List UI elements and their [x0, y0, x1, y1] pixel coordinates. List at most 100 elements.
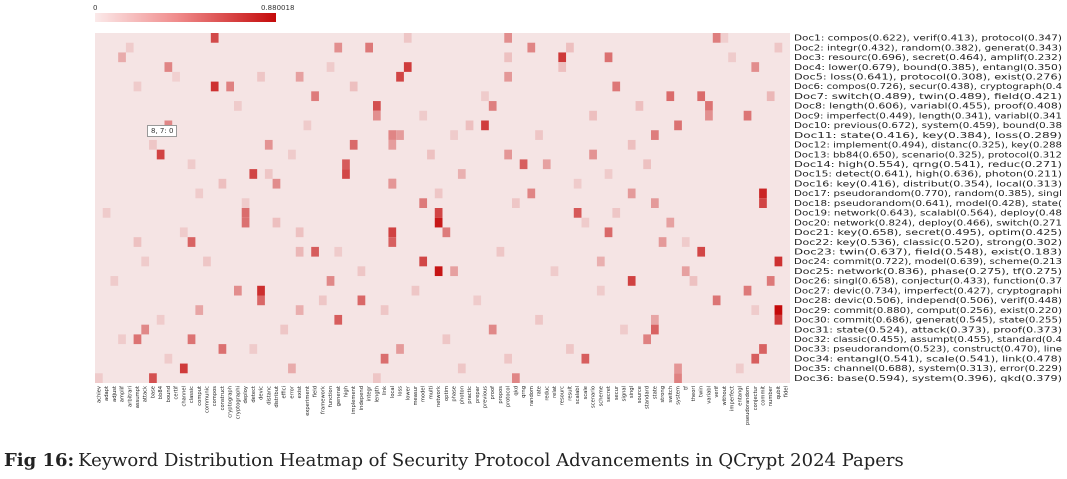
heatmap-cell[interactable]: [720, 33, 729, 43]
heatmap-cell[interactable]: [396, 71, 404, 82]
heatmap-cell[interactable]: [651, 198, 659, 208]
heatmap-cell[interactable]: [735, 363, 744, 374]
heatmap-cell[interactable]: [457, 363, 466, 374]
heatmap-cell[interactable]: [342, 169, 350, 179]
heatmap-cell[interactable]: [373, 101, 381, 111]
heatmap-cell[interactable]: [751, 62, 760, 72]
heatmap-cell[interactable]: [681, 266, 690, 277]
heatmap-cell[interactable]: [542, 159, 551, 170]
heatmap-cell[interactable]: [434, 188, 443, 199]
heatmap-cell[interactable]: [604, 227, 613, 238]
heatmap-cell[interactable]: [527, 42, 536, 53]
heatmap-cell[interactable]: [210, 33, 219, 43]
heatmap-cell[interactable]: [558, 62, 567, 72]
heatmap-cell[interactable]: [388, 130, 397, 140]
heatmap-cell[interactable]: [179, 227, 188, 238]
heatmap-cell[interactable]: [751, 353, 760, 364]
heatmap-cell[interactable]: [496, 246, 505, 257]
heatmap-cell[interactable]: [388, 178, 397, 189]
heatmap-cell[interactable]: [388, 237, 397, 247]
heatmap-cell[interactable]: [705, 101, 713, 111]
heatmap-cell[interactable]: [403, 33, 412, 43]
heatmap-cell[interactable]: [249, 169, 258, 179]
heatmap-cell[interactable]: [419, 256, 428, 267]
heatmap-cell[interactable]: [581, 217, 590, 228]
heatmap-cell[interactable]: [512, 198, 520, 208]
heatmap-cell[interactable]: [589, 149, 597, 160]
heatmap-cell[interactable]: [357, 295, 366, 306]
heatmap-cell[interactable]: [234, 101, 242, 111]
heatmap-cell[interactable]: [280, 324, 289, 335]
heatmap-cell[interactable]: [149, 373, 157, 383]
heatmap-cell[interactable]: [311, 91, 319, 102]
heatmap-cell[interactable]: [442, 334, 451, 345]
heatmap-cell[interactable]: [411, 285, 420, 296]
heatmap-cell[interactable]: [164, 62, 173, 72]
heatmap-cell[interactable]: [249, 344, 258, 354]
heatmap-cell[interactable]: [141, 256, 150, 267]
heatmap-cell[interactable]: [334, 42, 343, 53]
heatmap-cell[interactable]: [195, 188, 204, 199]
heatmap-cell[interactable]: [612, 208, 621, 218]
heatmap-cell[interactable]: [234, 285, 242, 296]
heatmap-cell[interactable]: [388, 139, 397, 150]
heatmap-cell[interactable]: [596, 256, 605, 267]
heatmap-cell[interactable]: [481, 120, 489, 131]
heatmap-cell[interactable]: [465, 120, 474, 131]
heatmap-cell[interactable]: [218, 344, 227, 354]
heatmap-cell[interactable]: [473, 295, 482, 306]
heatmap-cell[interactable]: [596, 285, 605, 296]
heatmap-cell[interactable]: [133, 334, 142, 345]
heatmap-cell[interactable]: [164, 353, 173, 364]
heatmap-cell[interactable]: [326, 276, 335, 286]
heatmap-cell[interactable]: [573, 208, 582, 218]
heatmap-cell[interactable]: [627, 276, 636, 286]
heatmap-cell[interactable]: [712, 33, 721, 43]
heatmap-cell[interactable]: [774, 305, 783, 315]
heatmap-cell[interactable]: [651, 314, 659, 325]
heatmap-cell[interactable]: [689, 276, 698, 286]
heatmap-cell[interactable]: [226, 81, 234, 92]
heatmap-cell[interactable]: [172, 71, 180, 82]
heatmap-cell[interactable]: [272, 178, 281, 189]
heatmap-cell[interactable]: [566, 344, 574, 354]
heatmap-cell[interactable]: [666, 217, 675, 228]
heatmap-cell[interactable]: [95, 373, 103, 383]
heatmap-cell[interactable]: [674, 120, 682, 131]
heatmap-cell[interactable]: [512, 373, 520, 383]
heatmap-cell[interactable]: [257, 285, 265, 296]
heatmap-cell[interactable]: [403, 62, 412, 72]
heatmap-cell[interactable]: [373, 110, 381, 121]
heatmap-cell[interactable]: [658, 237, 667, 247]
heatmap-cell[interactable]: [674, 373, 682, 383]
heatmap-cell[interactable]: [419, 198, 428, 208]
heatmap-cell[interactable]: [141, 324, 150, 335]
heatmap-cell[interactable]: [318, 295, 327, 306]
heatmap-cell[interactable]: [187, 334, 196, 345]
heatmap-cell[interactable]: [573, 178, 582, 189]
heatmap-cell[interactable]: [179, 363, 188, 374]
heatmap-cell[interactable]: [388, 227, 397, 238]
heatmap-cell[interactable]: [488, 101, 497, 111]
heatmap-cell[interactable]: [504, 33, 512, 43]
heatmap-cell[interactable]: [535, 130, 543, 140]
heatmap-cell[interactable]: [666, 91, 675, 102]
heatmap-cell[interactable]: [550, 266, 559, 277]
heatmap-cell[interactable]: [241, 198, 250, 208]
heatmap-cell[interactable]: [481, 91, 489, 102]
heatmap-cell[interactable]: [697, 246, 706, 257]
heatmap-cell[interactable]: [349, 81, 358, 92]
heatmap-cell[interactable]: [288, 363, 296, 374]
heatmap-cell[interactable]: [566, 42, 574, 53]
heatmap-cell[interactable]: [396, 130, 404, 140]
heatmap-cell[interactable]: [504, 71, 512, 82]
heatmap-cell[interactable]: [612, 81, 621, 92]
heatmap-cell[interactable]: [257, 71, 265, 82]
heatmap-cell[interactable]: [156, 314, 165, 325]
heatmap-cell[interactable]: [651, 130, 659, 140]
heatmap-cell[interactable]: [187, 237, 196, 247]
heatmap-cell[interactable]: [728, 52, 736, 63]
heatmap-cell[interactable]: [759, 344, 767, 354]
heatmap-cell[interactable]: [434, 217, 443, 228]
heatmap-cell[interactable]: [110, 276, 119, 286]
